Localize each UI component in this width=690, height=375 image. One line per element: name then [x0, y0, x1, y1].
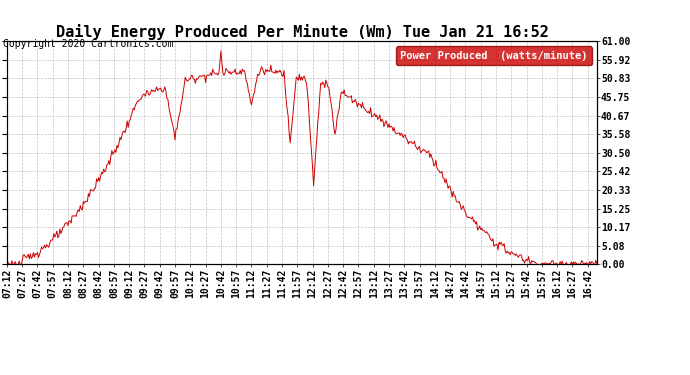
Title: Daily Energy Produced Per Minute (Wm) Tue Jan 21 16:52: Daily Energy Produced Per Minute (Wm) Tu…: [55, 24, 549, 40]
Text: Copyright 2020 Cartronics.com: Copyright 2020 Cartronics.com: [3, 39, 174, 50]
Legend: Power Produced  (watts/minute): Power Produced (watts/minute): [396, 46, 591, 65]
